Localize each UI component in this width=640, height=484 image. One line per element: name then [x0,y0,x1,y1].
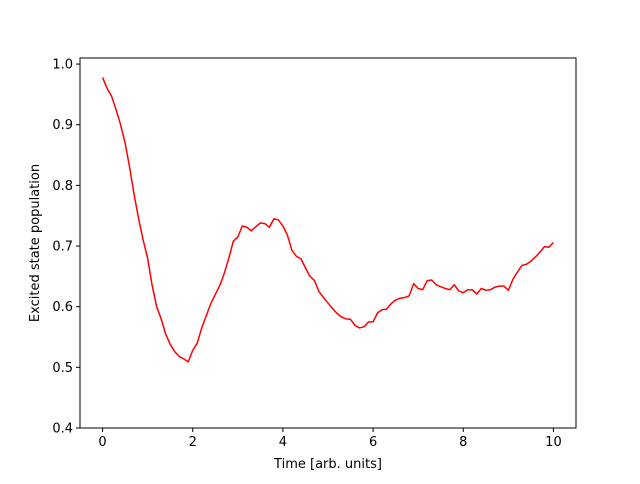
x-tick-label: 4 [279,435,287,450]
y-tick-label: 0.4 [52,422,73,437]
x-tick-label: 8 [459,435,467,450]
y-axis-label: Excited state population [28,164,43,322]
x-tick-label: 0 [98,435,106,450]
x-tick-label: 10 [545,435,562,450]
y-tick-label: 0.8 [52,179,73,194]
axes-frame [79,57,577,429]
y-tick-label: 0.6 [52,300,73,315]
y-tick-label: 0.5 [52,361,73,376]
y-tick-label: 1.0 [52,58,73,73]
x-tick-label: 2 [189,435,197,450]
x-tick-label: 6 [369,435,377,450]
y-tick-label: 0.7 [52,240,73,255]
x-axis-label: Time [arb. units] [273,457,382,472]
data-line [101,77,555,363]
y-tick-label: 0.9 [52,118,73,133]
